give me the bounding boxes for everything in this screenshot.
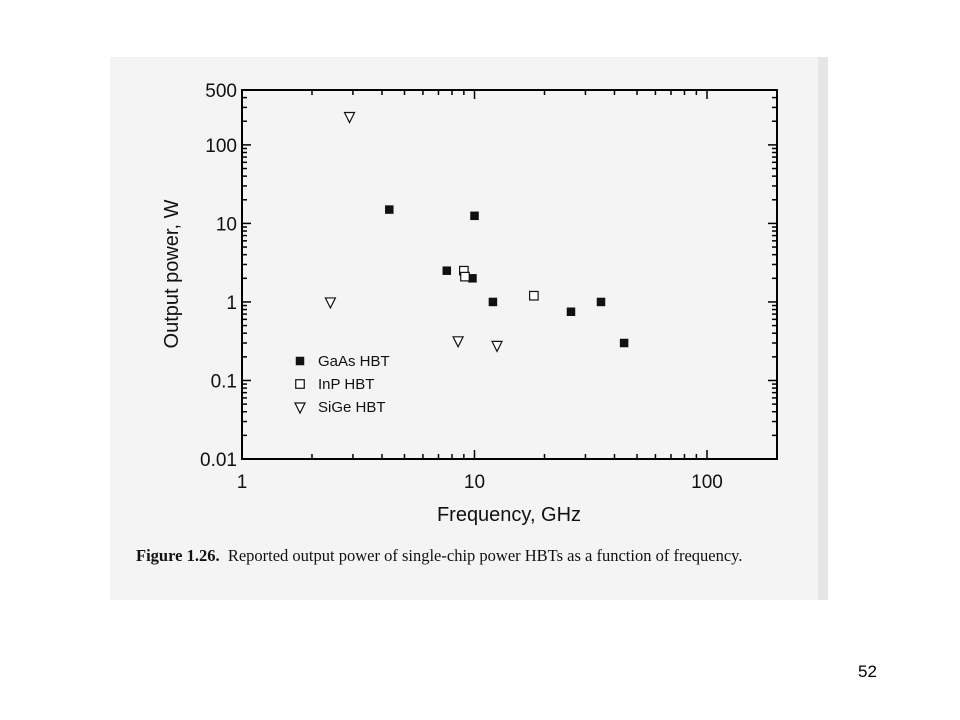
gaas-hbt-point bbox=[596, 297, 606, 307]
plot-frame bbox=[241, 89, 778, 460]
sige-hbt-legend-marker bbox=[294, 402, 306, 415]
x-tick-label: 100 bbox=[691, 472, 723, 493]
caption-label: Figure 1.26. bbox=[136, 546, 220, 565]
gaas-hbt-point bbox=[468, 274, 477, 283]
y-tick-label: 100 bbox=[205, 136, 237, 157]
inp-hbt-legend-marker bbox=[295, 379, 305, 389]
gaas-hbt-point bbox=[488, 297, 498, 307]
figure-caption: Figure 1.26. Reported output power of si… bbox=[136, 546, 742, 566]
sige-hbt-point bbox=[491, 340, 504, 353]
x-axis-title: Frequency, GHz bbox=[437, 504, 581, 526]
sige-hbt-legend-label: SiGe HBT bbox=[318, 399, 386, 416]
x-tick-labels: 1 10 100 bbox=[237, 472, 723, 493]
inp-hbt-point bbox=[529, 290, 539, 301]
x-tick-label: 1 bbox=[237, 472, 248, 493]
y-tick-label: 0.01 bbox=[200, 450, 237, 471]
page-number: 52 bbox=[858, 662, 877, 681]
gaas-hbt-legend-label: GaAs HBT bbox=[318, 353, 390, 370]
y-tick-label: 500 bbox=[205, 81, 237, 102]
gaas-hbt-point bbox=[385, 205, 394, 214]
sige-hbt-point bbox=[343, 111, 356, 124]
y-tick-label: 0.1 bbox=[211, 371, 237, 392]
scan-edge-shadow bbox=[818, 57, 828, 600]
gaas-hbt-point bbox=[442, 266, 452, 275]
inp-hbt-point bbox=[460, 271, 470, 282]
gaas-hbt-legend-marker bbox=[295, 356, 305, 366]
x-tick-label: 10 bbox=[464, 472, 485, 493]
gaas-hbt-point bbox=[566, 307, 576, 317]
y-axis-title: Output power, W bbox=[161, 199, 183, 348]
y-tick-labels: 0.01 0.1 1 10 100 500 bbox=[200, 81, 237, 471]
y-tick-label: 10 bbox=[216, 214, 237, 235]
gaas-hbt-point bbox=[470, 211, 479, 221]
legend: GaAs HBT InP HBT SiGe HBT bbox=[294, 353, 390, 416]
data-points bbox=[324, 111, 629, 353]
sige-hbt-point bbox=[452, 336, 465, 349]
sige-hbt-point bbox=[324, 297, 337, 310]
scanned-figure-background bbox=[110, 57, 828, 600]
axis-ticks bbox=[241, 89, 778, 460]
y-tick-label: 1 bbox=[226, 293, 237, 314]
gaas-hbt-point bbox=[619, 338, 629, 348]
caption-text: Reported output power of single-chip pow… bbox=[227, 546, 743, 565]
inp-hbt-legend-label: InP HBT bbox=[318, 376, 374, 393]
